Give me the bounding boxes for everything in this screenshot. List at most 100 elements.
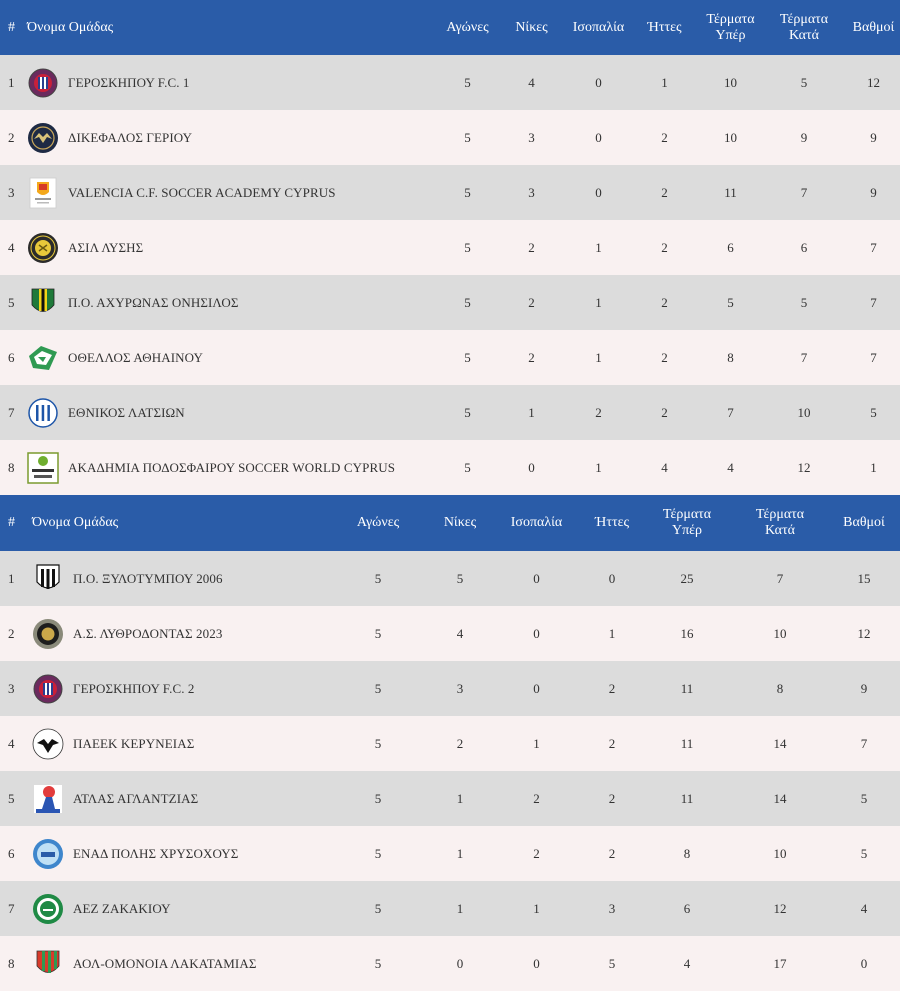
goals-against-cell: 8: [732, 661, 828, 716]
team-info[interactable]: ΑΤΛΑΣ ΑΓΛΑΝΤΖΙΑΣ: [32, 783, 327, 815]
table-header-row: # Όνομα Ομάδας Αγώνες Νίκες Ισοπαλία Ήττ…: [0, 0, 900, 55]
team-name-link[interactable]: ΑΚΑΔΗΜΙΑ ΠΟΔΟΣΦΑΙΡΟΥ SOCCER WORLD CYPRUS: [68, 459, 396, 475]
team-name-link[interactable]: ΑΤΛΑΣ ΑΓΛΑΝΤΖΙΑΣ: [73, 790, 199, 806]
team-name-link[interactable]: Α.Σ. ΛΥΘΡΟΔΟΝΤΑΣ 2023: [73, 625, 223, 641]
team-cell[interactable]: ΓΕΡΟΣΚΗΠΟΥ F.C. 2: [32, 661, 327, 716]
wins-cell: 2: [495, 275, 568, 330]
draws-cell: 0: [491, 606, 582, 661]
team-cell[interactable]: ΔΙΚΕΦΑΛΟΣ ΓΕΡΙΟΥ: [27, 110, 440, 165]
goals-against-cell: 7: [732, 551, 828, 606]
wins-cell: 1: [429, 771, 491, 826]
header-played: Αγώνες: [327, 495, 429, 551]
wins-cell: 2: [429, 716, 491, 771]
played-cell: 5: [327, 661, 429, 716]
team-name-link[interactable]: ΔΙΚΕΦΑΛΟΣ ΓΕΡΙΟΥ: [68, 129, 193, 145]
team-name-link[interactable]: ΓΕΡΟΣΚΗΠΟΥ F.C. 2: [73, 680, 195, 696]
team-cell[interactable]: ΑΟΛ-ΟΜΟΝΟΙΑ ΛΑΚΑΤΑΜΙΑΣ: [32, 936, 327, 991]
header-draws: Ισοπαλία: [568, 0, 629, 55]
team-cell[interactable]: Π.Ο. ΑΧΥΡΩΝΑΣ ΟΝΗΣΙΛΟΣ: [27, 275, 440, 330]
wins-cell: 4: [495, 55, 568, 110]
team-name-link[interactable]: Π.Ο. ΑΧΥΡΩΝΑΣ ΟΝΗΣΙΛΟΣ: [68, 294, 239, 310]
team-info[interactable]: Π.Ο. ΑΧΥΡΩΝΑΣ ΟΝΗΣΙΛΟΣ: [27, 287, 440, 319]
team-cell[interactable]: ΠΑΕΕΚ ΚΕΡΥΝΕΙΑΣ: [32, 716, 327, 771]
team-info[interactable]: ΑΕΖ ΖΑΚΑΚΙΟΥ: [32, 893, 327, 925]
played-cell: 5: [440, 220, 495, 275]
goals-for-cell: 8: [642, 826, 732, 881]
team-info[interactable]: Α.Σ. ΛΥΘΡΟΔΟΝΤΑΣ 2023: [32, 618, 327, 650]
team-info[interactable]: ΓΕΡΟΣΚΗΠΟΥ F.C. 2: [32, 673, 327, 705]
team-info[interactable]: VALENCIA C.F. SOCCER ACADEMY CYPRUS: [27, 177, 440, 209]
table-row[interactable]: 8 ΑΟΛ-ΟΜΟΝΟΙΑ ΛΑΚΑΤΑΜΙΑΣ 5 0 0 5 4 17 0: [0, 936, 900, 991]
team-cell[interactable]: ΑΚΑΔΗΜΙΑ ΠΟΔΟΣΦΑΙΡΟΥ SOCCER WORLD CYPRUS: [27, 440, 440, 495]
table-row[interactable]: 1 Π.Ο. ΞΥΛΟΤΥΜΠΟΥ 2006 5 5 0 0 25 7 15: [0, 551, 900, 606]
team-name-link[interactable]: VALENCIA C.F. SOCCER ACADEMY CYPRUS: [68, 184, 336, 200]
table-row[interactable]: 7 ΕΘΝΙΚΟΣ ΛΑΤΣΙΩΝ 5 1 2 2 7 10 5: [0, 385, 900, 440]
draws-cell: 1: [568, 220, 629, 275]
played-cell: 5: [440, 55, 495, 110]
geroskipou-crest-icon: [27, 67, 59, 99]
table-row[interactable]: 3 ΓΕΡΟΣΚΗΠΟΥ F.C. 2 5 3 0 2 11 8 9: [0, 661, 900, 716]
team-name-link[interactable]: ΑΕΖ ΖΑΚΑΚΙΟΥ: [73, 900, 171, 916]
header-goals-for-line1: Τέρματα: [706, 11, 755, 27]
team-info[interactable]: ΑΟΛ-ΟΜΟΝΟΙΑ ΛΑΚΑΤΑΜΙΑΣ: [32, 948, 327, 980]
team-cell[interactable]: VALENCIA C.F. SOCCER ACADEMY CYPRUS: [27, 165, 440, 220]
team-info[interactable]: Π.Ο. ΞΥΛΟΤΥΜΠΟΥ 2006: [32, 563, 327, 595]
team-name-link[interactable]: ΟΘΕΛΛΟΣ ΑΘΗΑΙΝΟΥ: [68, 349, 203, 365]
team-info[interactable]: ΟΘΕΛΛΟΣ ΑΘΗΑΙΝΟΥ: [27, 342, 440, 374]
table-row[interactable]: 6 ΟΘΕΛΛΟΣ ΑΘΗΑΙΝΟΥ 5 2 1 2 8 7 7: [0, 330, 900, 385]
asil-crest-icon: [27, 232, 59, 264]
points-cell: 12: [847, 55, 900, 110]
played-cell: 5: [327, 826, 429, 881]
team-info[interactable]: ΑΣΙΛ ΛΥΣΗΣ: [27, 232, 440, 264]
team-name-link[interactable]: ΑΟΛ-ΟΜΟΝΟΙΑ ΛΑΚΑΤΑΜΙΑΣ: [73, 955, 257, 971]
rank-cell: 6: [0, 330, 27, 385]
team-name-link[interactable]: ΕΝΑΔ ΠΟΛΗΣ ΧΡΥΣΟΧΟΥΣ: [73, 845, 239, 861]
table-row[interactable]: 1 ΓΕΡΟΣΚΗΠΟΥ F.C. 1 5 4 0 1 10 5 12: [0, 55, 900, 110]
xylotympou-striped-shield-icon: [32, 563, 64, 595]
team-info[interactable]: ΕΘΝΙΚΟΣ ΛΑΤΣΙΩΝ: [27, 397, 440, 429]
team-cell[interactable]: ΓΕΡΟΣΚΗΠΟΥ F.C. 1: [27, 55, 440, 110]
table-row[interactable]: 5 ΑΤΛΑΣ ΑΓΛΑΝΤΖΙΑΣ 5 1 2 2 11 14 5: [0, 771, 900, 826]
team-name-link[interactable]: ΑΣΙΛ ΛΥΣΗΣ: [68, 239, 144, 255]
team-cell[interactable]: Π.Ο. ΞΥΛΟΤΥΜΠΟΥ 2006: [32, 551, 327, 606]
draws-cell: 1: [568, 330, 629, 385]
team-cell[interactable]: ΑΤΛΑΣ ΑΓΛΑΝΤΖΙΑΣ: [32, 771, 327, 826]
team-info[interactable]: ΓΕΡΟΣΚΗΠΟΥ F.C. 1: [27, 67, 440, 99]
goals-against-cell: 14: [732, 771, 828, 826]
table-row[interactable]: 2 Α.Σ. ΛΥΘΡΟΔΟΝΤΑΣ 2023 5 4 0 1 16 10 12: [0, 606, 900, 661]
team-info[interactable]: ΔΙΚΕΦΑΛΟΣ ΓΕΡΙΟΥ: [27, 122, 440, 154]
team-info[interactable]: ΕΝΑΔ ΠΟΛΗΣ ΧΡΥΣΟΧΟΥΣ: [32, 838, 327, 870]
played-cell: 5: [327, 936, 429, 991]
table-row[interactable]: 2 ΔΙΚΕΦΑΛΟΣ ΓΕΡΙΟΥ 5 3 0 2 10 9 9: [0, 110, 900, 165]
table-row[interactable]: 3 VALENCIA C.F. SOCCER ACADEMY CYPRUS 5 3 0 2…: [0, 165, 900, 220]
team-name-link[interactable]: ΓΕΡΟΣΚΗΠΟΥ F.C. 1: [68, 74, 190, 90]
points-cell: 7: [847, 275, 900, 330]
team-cell[interactable]: ΑΕΖ ΖΑΚΑΚΙΟΥ: [32, 881, 327, 936]
points-cell: 12: [828, 606, 900, 661]
rank-cell: 7: [0, 881, 32, 936]
played-cell: 5: [327, 551, 429, 606]
table-row[interactable]: 8 ΑΚΑΔΗΜΙΑ ΠΟΔΟΣΦΑΙΡΟΥ SOCCER WORLD CYPRU…: [0, 440, 900, 495]
header-goals-against: Τέρματα Κατά: [761, 0, 847, 55]
team-name-link[interactable]: Π.Ο. ΞΥΛΟΤΥΜΠΟΥ 2006: [73, 570, 223, 586]
team-cell[interactable]: ΕΝΑΔ ΠΟΛΗΣ ΧΡΥΣΟΧΟΥΣ: [32, 826, 327, 881]
draws-cell: 2: [491, 826, 582, 881]
header-goals-for-line1: Τέρματα: [662, 507, 712, 522]
team-info[interactable]: ΠΑΕΕΚ ΚΕΡΥΝΕΙΑΣ: [32, 728, 327, 760]
table-row[interactable]: 6 ΕΝΑΔ ΠΟΛΗΣ ΧΡΥΣΟΧΟΥΣ 5 1 2 2 8 10 5: [0, 826, 900, 881]
table-row[interactable]: 4 ΑΣΙΛ ΛΥΣΗΣ 5 2 1 2 6 6 7: [0, 220, 900, 275]
team-name-link[interactable]: ΕΘΝΙΚΟΣ ΛΑΤΣΙΩΝ: [68, 404, 185, 420]
header-goals-for: Τέρματα Υπέρ: [700, 0, 761, 55]
team-name-link[interactable]: ΠΑΕΕΚ ΚΕΡΥΝΕΙΑΣ: [73, 735, 195, 751]
team-info[interactable]: ΑΚΑΔΗΜΙΑ ΠΟΔΟΣΦΑΙΡΟΥ SOCCER WORLD CYPRUS: [27, 451, 440, 484]
table-row[interactable]: 4 ΠΑΕΕΚ ΚΕΡΥΝΕΙΑΣ 5 2 1 2 11 14 7: [0, 716, 900, 771]
team-cell[interactable]: ΑΣΙΛ ΛΥΣΗΣ: [27, 220, 440, 275]
table-row[interactable]: 5 Π.Ο. ΑΧΥΡΩΝΑΣ ΟΝΗΣΙΛΟΣ 5 2 1 2 5 5 7: [0, 275, 900, 330]
table-row[interactable]: 7 ΑΕΖ ΖΑΚΑΚΙΟΥ 5 1 1 3 6 12 4: [0, 881, 900, 936]
points-cell: 7: [847, 330, 900, 385]
wins-cell: 5: [429, 551, 491, 606]
team-cell[interactable]: Α.Σ. ΛΥΘΡΟΔΟΝΤΑΣ 2023: [32, 606, 327, 661]
goals-against-cell: 9: [761, 110, 847, 165]
team-cell[interactable]: ΕΘΝΙΚΟΣ ΛΑΤΣΙΩΝ: [27, 385, 440, 440]
team-cell[interactable]: ΟΘΕΛΛΟΣ ΑΘΗΑΙΝΟΥ: [27, 330, 440, 385]
